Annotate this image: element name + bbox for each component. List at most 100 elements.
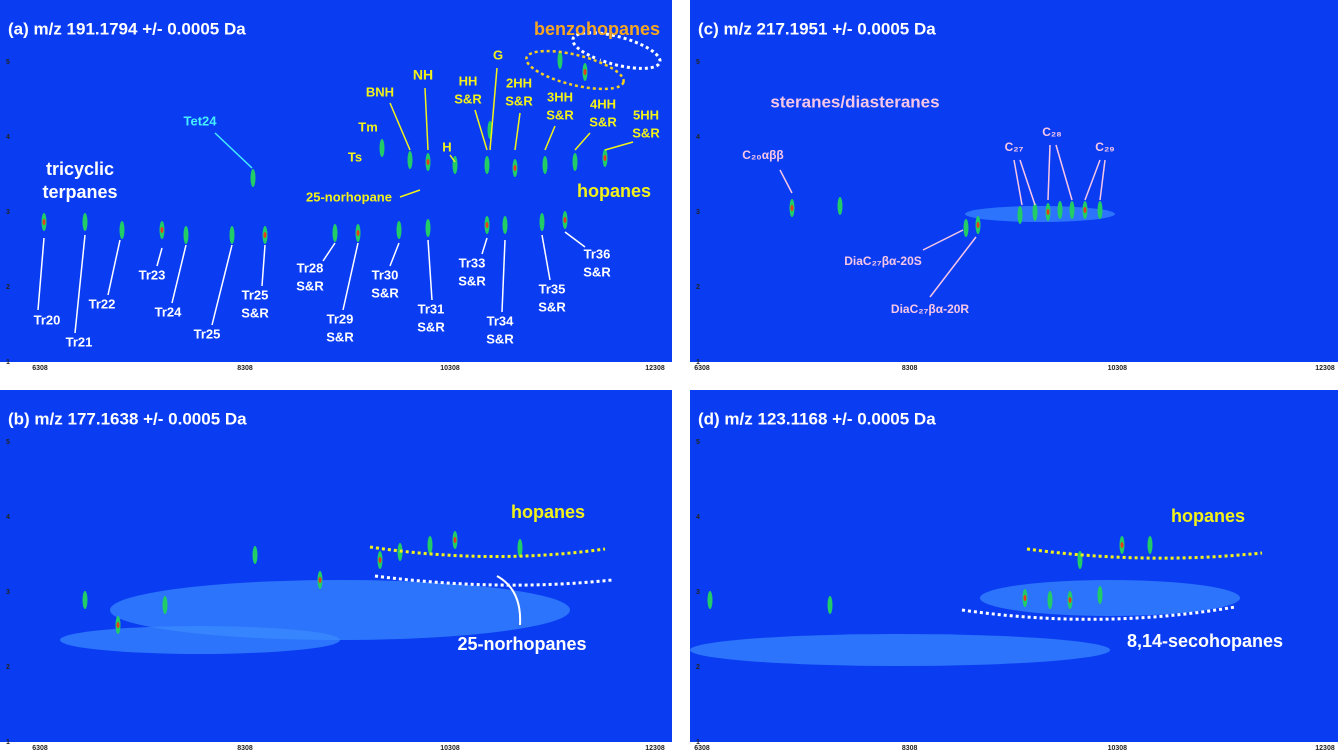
leader [1084,159,1101,201]
y-tick-label: 3 [696,209,700,216]
annotation: 2HH [506,75,532,90]
peak [517,539,523,557]
annotation: BNH [366,84,394,99]
leader [389,102,411,151]
annotation: S&R [538,299,566,314]
leader [74,234,86,334]
panel-title: (a) m/z 191.1794 +/- 0.0005 Da [8,19,246,38]
x-tick-label: 10308 [1108,745,1128,752]
x-tick-label: 12308 [1315,745,1335,752]
dotted-curve [571,31,662,70]
y-tick-label: 2 [6,284,10,291]
peak-core [1046,209,1050,215]
peak [1097,201,1103,219]
haze [690,634,1110,666]
peak-core [1023,595,1027,601]
peak-core [453,537,457,543]
annotation: S&R [417,319,445,334]
peak [427,536,433,554]
peak-core [378,557,382,563]
leader [481,237,488,255]
leader [1019,159,1036,206]
peak [379,139,385,157]
plot-area [0,390,672,742]
peak [557,51,563,69]
annotation: 3HH [547,89,573,104]
leader [1055,144,1073,201]
annotation: tricyclic [46,159,114,179]
leader [496,575,522,626]
annotation: Tr20 [34,312,61,327]
leader [574,132,591,151]
peak [252,546,258,564]
peak [963,219,969,237]
x-tick-label: 10308 [440,365,460,372]
leader [107,239,121,296]
annotation: terpanes [42,182,117,202]
leader [564,231,586,248]
x-tick-label: 6308 [694,745,710,752]
panel-title: (b) m/z 177.1638 +/- 0.0005 Da [8,409,247,428]
panel-title: (c) m/z 217.1951 +/- 0.0005 Da [698,19,936,38]
leader [1047,144,1051,201]
leader [322,242,336,262]
x-tick-label: 10308 [440,745,460,752]
leader [501,239,506,313]
annotation: S&R [241,305,269,320]
peak-core [42,219,46,225]
peak [502,216,508,234]
dotted-curve [369,545,606,558]
dotted-curve [374,574,613,587]
leader [489,67,498,151]
annotation: Tm [358,119,378,134]
y-tick-label: 1 [6,359,10,366]
peak [119,221,125,239]
annotation: C₂₀αββ [742,148,783,162]
peak-core [976,222,980,228]
peak-core [563,217,567,223]
annotation: benzohopanes [534,19,660,39]
annotation: H [442,139,451,154]
annotation: S&R [326,329,354,344]
y-tick-label: 3 [6,589,10,596]
annotation: Tr25 [242,287,269,302]
peak [250,169,256,187]
annotation: Tet24 [184,113,218,128]
y-tick-label: 4 [6,134,10,141]
peak-core [603,155,607,161]
peak [827,596,833,614]
x-tick-label: 12308 [1315,365,1335,372]
dotted-ellipse [525,49,625,91]
leader [1099,159,1106,201]
annotation: Tr28 [297,260,324,275]
peak [82,213,88,231]
annotation: hopanes [1171,506,1245,526]
leader [474,109,488,151]
haze [110,580,570,640]
peak [183,226,189,244]
peak [1069,201,1075,219]
peak [542,156,548,174]
annotation: 25-norhopanes [457,634,586,654]
annotation: C₂₇ [1005,140,1024,154]
peak [484,156,490,174]
y-tick-label: 4 [6,514,10,521]
plot-area [690,390,1338,742]
annotation: S&R [589,114,617,129]
y-tick-label: 5 [6,439,10,446]
x-tick-label: 12308 [645,365,665,372]
annotation: HH [459,73,478,88]
leader [514,112,521,151]
y-tick-label: 5 [6,59,10,66]
haze [60,626,340,654]
annotation: Tr31 [418,301,445,316]
leader [389,242,400,267]
annotation: S&R [458,273,486,288]
peak-core [1083,207,1087,213]
peak [1032,203,1038,221]
annotation: 25-norhopane [306,189,392,204]
annotation: C₂₈ [1042,125,1062,139]
peak [82,591,88,609]
peak-core [513,165,517,171]
peak [229,226,235,244]
